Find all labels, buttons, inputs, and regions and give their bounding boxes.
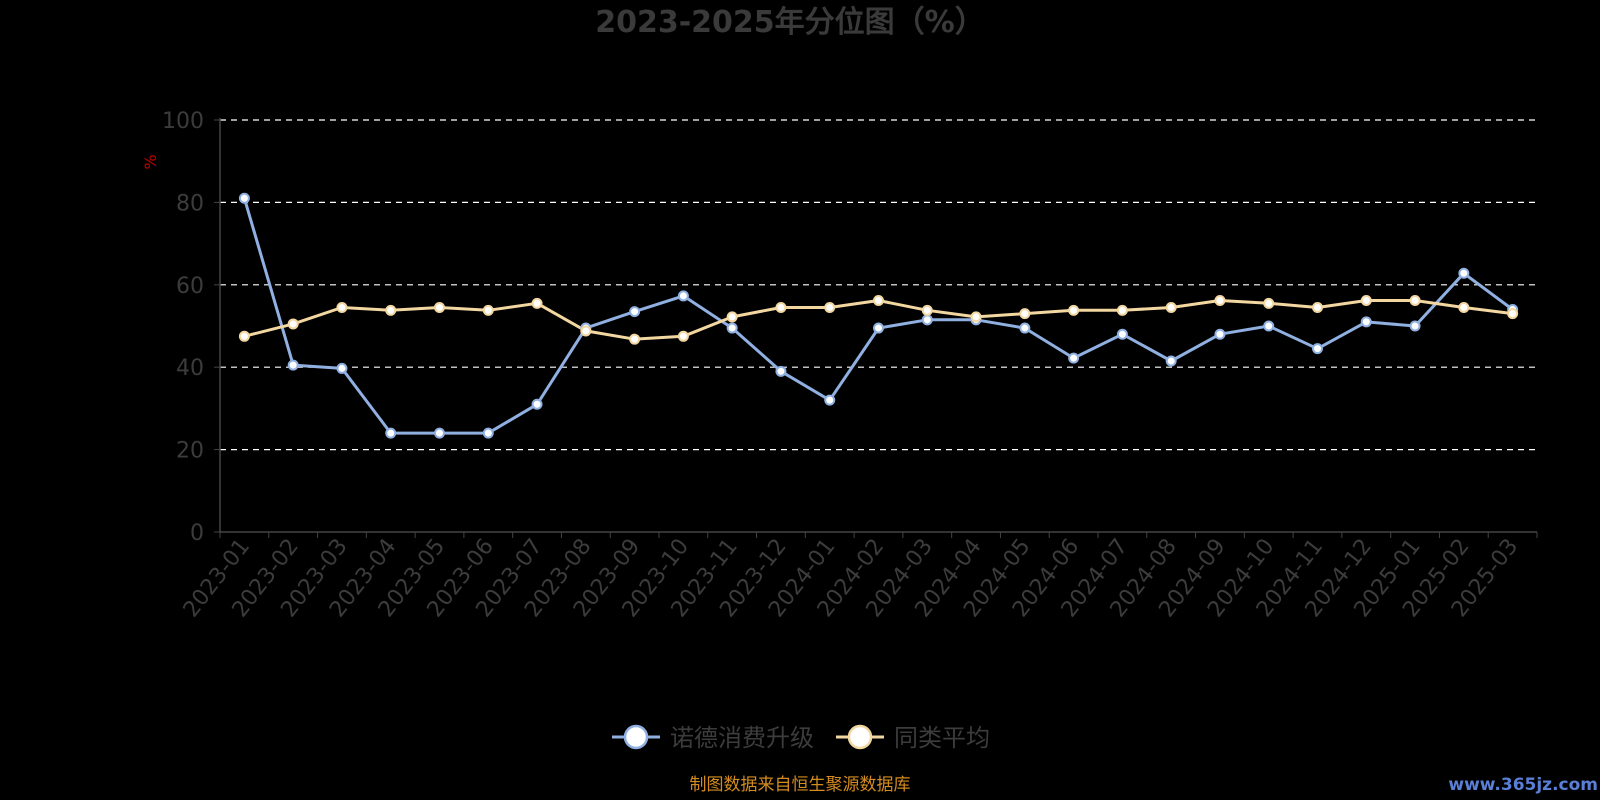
series-1-point[interactable] <box>287 318 299 330</box>
series-0-point[interactable] <box>482 427 494 439</box>
series-1-point[interactable] <box>677 330 689 342</box>
series-1-point[interactable] <box>775 301 787 313</box>
series-0-point[interactable] <box>726 322 738 334</box>
series-1-point[interactable] <box>824 301 836 313</box>
legend-label: 同类平均 <box>894 724 990 752</box>
series-1-point[interactable] <box>238 330 250 342</box>
legend-item-1[interactable]: 同类平均 <box>836 724 990 752</box>
series-1-point[interactable] <box>1263 297 1275 309</box>
data-source-note: 制图数据来自恒生聚源数据库 <box>690 775 911 795</box>
series-1-point[interactable] <box>580 325 592 337</box>
series-1-point[interactable] <box>1214 294 1226 306</box>
chart-title: 2023-2025年分位图（%） <box>595 5 985 40</box>
series-0-point[interactable] <box>921 314 933 326</box>
series-1-point[interactable] <box>385 304 397 316</box>
series-1-point[interactable] <box>726 311 738 323</box>
legend-marker <box>847 724 873 750</box>
series-1-point[interactable] <box>482 304 494 316</box>
series-1-point[interactable] <box>970 311 982 323</box>
series-0-point[interactable] <box>1360 316 1372 328</box>
series-1-point[interactable] <box>1116 304 1128 316</box>
y-tick-label: 100 <box>162 109 204 134</box>
axes <box>214 118 1538 538</box>
series-0-point[interactable] <box>531 398 543 410</box>
series-0-point[interactable] <box>873 322 884 334</box>
y-tick-label: 40 <box>176 356 204 381</box>
series-0-point[interactable] <box>1019 322 1031 334</box>
series-1-point[interactable] <box>1507 308 1519 320</box>
series-0-point[interactable] <box>629 306 641 318</box>
series-0-point[interactable] <box>238 192 250 204</box>
y-tick-label: 0 <box>190 521 204 546</box>
series-1-point[interactable] <box>921 304 933 316</box>
series-0-point[interactable] <box>1214 328 1226 340</box>
series-line-0 <box>242 197 1514 435</box>
series-0-point[interactable] <box>1312 343 1323 355</box>
series-0-point[interactable] <box>677 290 689 302</box>
series-1-point[interactable] <box>1165 301 1177 313</box>
series-0-point[interactable] <box>1068 352 1080 364</box>
x-tick-labels: 2023-012023-022023-032023-042023-052023-… <box>179 534 1524 622</box>
series-0-point[interactable] <box>1263 320 1275 332</box>
y-tick-labels: 0 20 40 60 80 100 <box>162 109 204 546</box>
series-1-point[interactable] <box>1312 301 1323 313</box>
legend-item-0[interactable]: 诺德消费升级 <box>612 724 814 752</box>
series-1-point[interactable] <box>1458 301 1470 313</box>
watermark: www.365jz.com <box>1448 775 1598 795</box>
series-0-point[interactable] <box>1458 267 1470 279</box>
series-0-point[interactable] <box>336 362 348 374</box>
series-1-point[interactable] <box>434 301 445 313</box>
y-tick-label: 60 <box>176 274 204 299</box>
series-1-point[interactable] <box>1360 294 1372 306</box>
legend-label: 诺德消费升级 <box>670 724 814 752</box>
series-0-point[interactable] <box>824 394 836 406</box>
legend[interactable]: 诺德消费升级 同类平均 <box>612 724 990 752</box>
y-axis-unit: % <box>141 154 160 169</box>
series-1-point[interactable] <box>1019 308 1031 320</box>
series-1-point[interactable] <box>1409 294 1421 306</box>
series-0-point[interactable] <box>385 427 397 439</box>
series-1-point[interactable] <box>336 301 348 313</box>
series-0-point[interactable] <box>1116 328 1128 340</box>
series-layer <box>238 192 1519 439</box>
series-1-point[interactable] <box>629 333 641 345</box>
series-0-point[interactable] <box>1409 320 1421 332</box>
series-1-point[interactable] <box>531 297 543 309</box>
y-tick-label: 80 <box>176 191 204 216</box>
legend-marker <box>623 724 649 750</box>
series-0-point[interactable] <box>1165 355 1177 367</box>
series-0-point[interactable] <box>775 365 787 377</box>
series-1-point[interactable] <box>873 294 884 306</box>
series-0-point[interactable] <box>287 359 299 371</box>
grid-lines <box>220 119 1537 451</box>
series-0-point[interactable] <box>434 427 445 439</box>
y-tick-label: 20 <box>176 439 204 464</box>
series-1-point[interactable] <box>1068 304 1080 316</box>
